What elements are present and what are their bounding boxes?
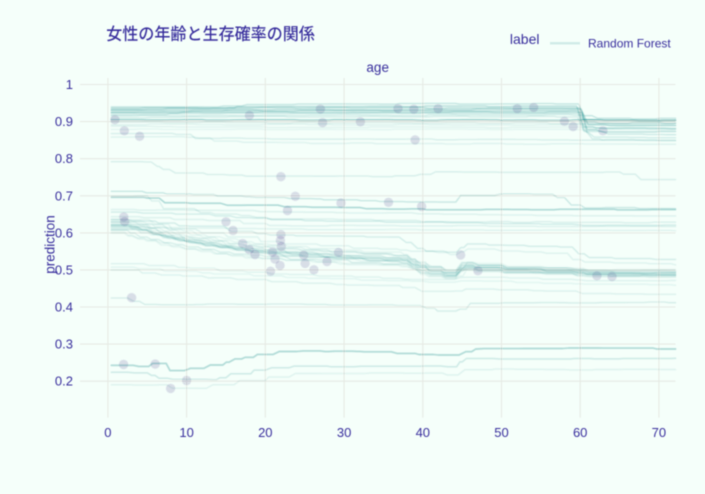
svg-text:10: 10 bbox=[179, 425, 193, 440]
svg-text:50: 50 bbox=[494, 425, 508, 440]
svg-text:0.8: 0.8 bbox=[55, 151, 73, 166]
svg-text:0.7: 0.7 bbox=[55, 188, 73, 203]
svg-text:0.2: 0.2 bbox=[55, 374, 73, 389]
svg-text:age: age bbox=[366, 60, 389, 75]
svg-text:70: 70 bbox=[652, 425, 666, 440]
svg-text:0.5: 0.5 bbox=[55, 262, 73, 277]
svg-text:40: 40 bbox=[416, 425, 430, 440]
svg-text:prediction: prediction bbox=[43, 215, 58, 274]
svg-text:0.3: 0.3 bbox=[55, 337, 73, 352]
svg-text:20: 20 bbox=[258, 425, 272, 440]
svg-text:Random Forest: Random Forest bbox=[588, 36, 671, 50]
svg-text:0: 0 bbox=[104, 425, 111, 440]
svg-text:1: 1 bbox=[66, 77, 73, 92]
svg-text:0.6: 0.6 bbox=[55, 225, 73, 240]
svg-text:label: label bbox=[510, 31, 540, 47]
svg-text:30: 30 bbox=[337, 425, 351, 440]
svg-text:0.4: 0.4 bbox=[55, 300, 73, 315]
svg-text:0.9: 0.9 bbox=[55, 114, 73, 129]
svg-text:60: 60 bbox=[573, 425, 587, 440]
